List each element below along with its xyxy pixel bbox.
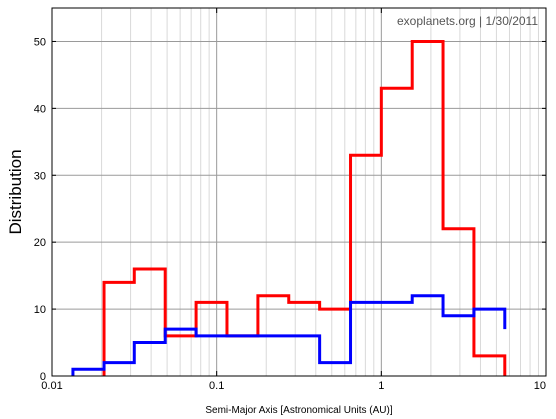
x-axis-ticks: 0.01 0.1 1 10 [41,8,547,392]
y-tick-label: 20 [34,237,46,249]
y-axis-label: Distribution [6,149,25,234]
x-axis-label: Semi-Major Axis [Astronomical Units (AU)… [205,405,392,416]
chart-annotation: exoplanets.org | 1/30/2011 [397,14,538,28]
x-tick-label: 1 [378,380,384,392]
histogram-series-1 [102,39,507,376]
series-layer [71,39,507,376]
y-tick-label: 10 [34,304,46,316]
y-axis-ticks: 0 10 20 30 40 50 [34,36,546,383]
y-tick-label: 40 [34,103,46,115]
x-tick-label: 0.01 [41,380,62,392]
major-gridlines [51,8,547,377]
histogram-series-2 [71,294,507,376]
x-tick-label: 0.1 [209,380,224,392]
x-tick-label: 10 [534,380,546,392]
minor-gridlines [101,8,539,376]
plot-frame [51,7,547,377]
y-tick-label: 30 [34,170,46,182]
y-tick-label: 0 [40,371,46,383]
y-tick-label: 50 [34,36,46,48]
